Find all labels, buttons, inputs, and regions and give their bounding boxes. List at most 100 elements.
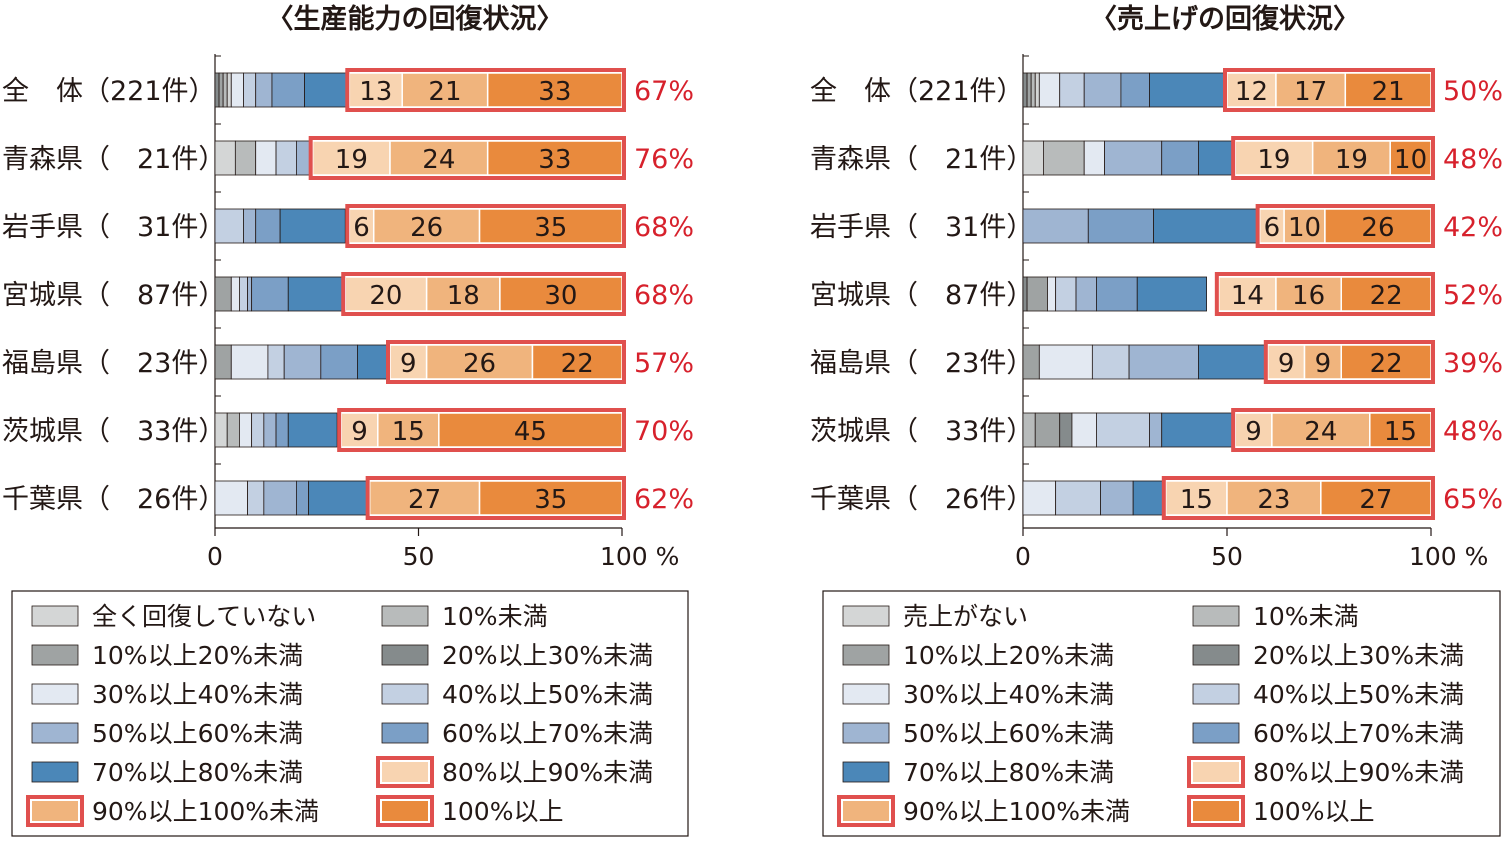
bar-segment-p40_50	[275, 140, 297, 176]
total-percent: 65%	[1443, 484, 1503, 515]
bar-segment-p30_40	[1083, 140, 1105, 176]
bar-segment-p100	[478, 208, 623, 244]
legend-label: 全く回復していない	[92, 602, 316, 631]
data-label: 15	[1180, 485, 1213, 515]
x-tick-label: 0	[207, 542, 223, 571]
legend-label: 売上がない	[903, 602, 1028, 631]
total-percent: 48%	[1443, 144, 1503, 175]
category-label: 青森県（ 21件）	[810, 144, 1033, 175]
legend-swatch-outline	[376, 756, 434, 788]
legend-swatch-outline	[376, 795, 434, 827]
bar-segment-p90_100	[389, 140, 489, 176]
legend-swatch-p20_30	[1192, 644, 1240, 666]
bar-segment-p100	[1369, 412, 1432, 448]
bar-segment-p50_60	[1075, 276, 1097, 312]
highlight-outline	[308, 136, 626, 180]
bar-segment-p90_100	[1271, 412, 1371, 448]
legend-label: 100%以上	[1253, 797, 1374, 826]
bar-segment-none	[226, 72, 232, 108]
bar-segment-p40_50	[1055, 480, 1101, 516]
bar-segment-p70_80	[1198, 344, 1273, 380]
legend-label: 10%未満	[1253, 602, 1359, 631]
bar-segment-p10_20	[1034, 412, 1061, 448]
bar-row: 青森県（ 21件） 19 19 10 48%	[810, 136, 1503, 180]
data-label: 12	[1235, 77, 1268, 107]
bar-row: 宮城県（ 87件） 20 18 30 68%	[2, 272, 694, 316]
bar-segment-p100	[531, 344, 623, 380]
bar-segment-p70_80	[1161, 412, 1236, 448]
bar-segment-p100	[1340, 344, 1432, 380]
bar-segment-p60_70	[255, 208, 281, 244]
data-label: 9	[1245, 417, 1262, 447]
bar-row: 福島県（ 23件） 9 26 22 57%	[2, 340, 694, 384]
bar-segment-p40_50	[239, 276, 248, 312]
bar-segment-p90_100	[1303, 344, 1342, 380]
legend-label: 70%以上80%未満	[903, 758, 1114, 787]
legend-label: 100%以上	[442, 797, 563, 826]
bar-segment-p50_60	[1083, 72, 1122, 108]
bar-segment-p40_50	[1055, 276, 1077, 312]
bar-segment-p50_60	[1149, 412, 1163, 448]
data-label: 45	[514, 417, 547, 447]
bar-segment-p90_100	[377, 412, 440, 448]
data-label: 19	[1335, 145, 1368, 175]
category-label: 岩手県（ 31件）	[810, 212, 1033, 243]
data-label: 10	[1394, 145, 1427, 175]
bar-segment-p10_20	[1026, 276, 1048, 312]
data-label: 13	[359, 77, 392, 107]
data-label: 33	[538, 145, 571, 175]
legend-swatch-p60_70	[1192, 722, 1240, 744]
bar-row: 福島県（ 23件） 9 9 22 39%	[810, 340, 1503, 384]
category-label: 茨城県（ 33件）	[810, 416, 1033, 447]
bar-segment-p70_80	[1132, 480, 1167, 516]
bar-segment-p60_70	[251, 276, 289, 312]
data-label: 35	[534, 213, 567, 243]
bar-segment-p50_60	[1022, 208, 1089, 244]
data-label: 6	[1264, 213, 1281, 243]
data-label: 22	[1370, 349, 1403, 379]
bar-segment-p50_60	[1100, 480, 1134, 516]
total-percent: 67%	[634, 76, 694, 107]
legend-label: 50%以上60%未満	[92, 719, 303, 748]
legend-label: 40%以上50%未満	[1253, 680, 1464, 709]
data-label: 9	[1315, 349, 1332, 379]
data-label: 21	[428, 77, 461, 107]
data-label: 9	[1278, 349, 1295, 379]
data-label: 23	[1257, 485, 1290, 515]
total-percent: 39%	[1443, 348, 1503, 379]
data-label: 24	[1304, 417, 1337, 447]
category-label: 岩手県（ 31件）	[2, 212, 225, 243]
legend-swatch-p70_80	[31, 761, 79, 783]
legend-swatch-p80_90	[382, 762, 428, 782]
bar-segment-p90_100	[425, 344, 534, 380]
total-percent: 48%	[1443, 416, 1503, 447]
bar-segment-p20_30	[1022, 72, 1028, 108]
bar-segment-p70_80	[287, 276, 346, 312]
bar-segment-p10_20	[214, 344, 232, 380]
bar-segment-p60_70	[1096, 276, 1138, 312]
bar-segment-p100	[486, 72, 623, 108]
data-label: 9	[351, 417, 368, 447]
data-label: 15	[1384, 417, 1417, 447]
legend-swatch-p50_60	[31, 722, 79, 744]
bar-segment-p80_90	[348, 72, 403, 108]
data-label: 26	[463, 349, 496, 379]
highlight-outline	[386, 340, 627, 384]
legend-label: 80%以上90%未満	[442, 758, 653, 787]
legend-swatch-p20_30	[381, 644, 429, 666]
legend-label: 10%以上20%未満	[903, 641, 1114, 670]
bar-segment-lt10	[1022, 412, 1036, 448]
data-label: 19	[335, 145, 368, 175]
bar-row: 宮城県（ 87件） 14 16 22 52%	[810, 272, 1503, 316]
legend-swatch-lt10	[1192, 605, 1240, 627]
data-label: 14	[1231, 281, 1264, 311]
data-label: 30	[544, 281, 577, 311]
bar-segment-none	[214, 140, 236, 176]
bar-segment-p30_40	[230, 276, 240, 312]
data-label: 35	[534, 485, 567, 515]
bar-segment-p50_60	[283, 344, 322, 380]
data-label: 15	[392, 417, 425, 447]
legend-label: 90%以上100%未満	[92, 797, 319, 826]
data-label: 21	[1372, 77, 1405, 107]
